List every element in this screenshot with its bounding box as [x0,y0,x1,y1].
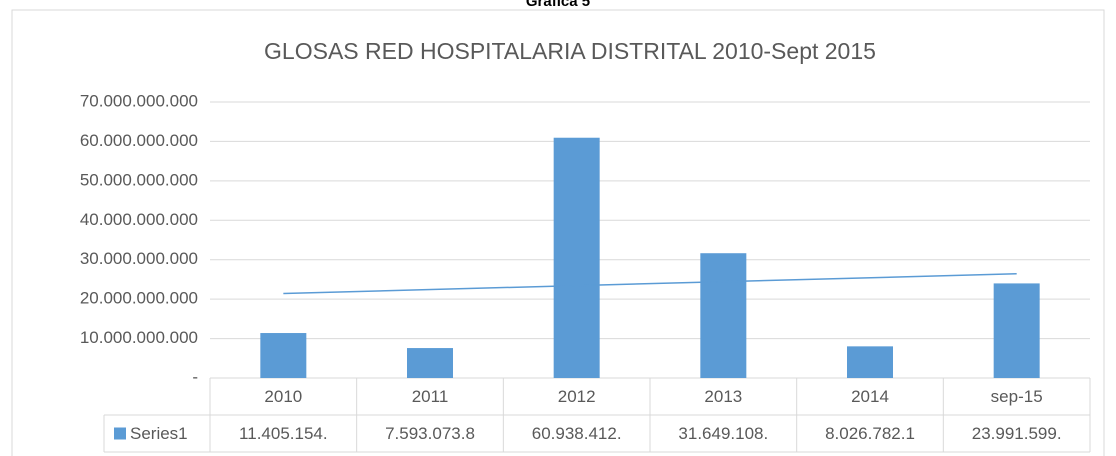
data-table-value: 31.649.108. [678,424,768,443]
legend-label: Series1 [130,424,188,443]
y-tick-label: - [192,367,198,386]
chart-title: GLOSAS RED HOSPITALARIA DISTRITAL 2010-S… [264,38,876,64]
y-tick-label: 30.000.000.000 [80,249,198,268]
x-tick-label: sep-15 [991,387,1043,406]
bar [260,333,307,378]
bar [993,283,1040,378]
data-table-value: 60.938.412. [532,424,622,443]
x-tick-label: 2013 [704,387,742,406]
x-tick-label: 2011 [412,387,449,406]
y-tick-label: 10.000.000.000 [80,328,198,347]
trendline [283,273,1017,295]
y-tick-label: 60.000.000.000 [80,131,198,150]
caption: Gráfica 5 [526,0,590,10]
bar [700,253,747,378]
y-tick-label: 70.000.000.000 [80,91,198,110]
y-tick-label: 40.000.000.000 [80,210,198,229]
x-tick-label: 2014 [851,387,889,406]
data-table-value: 11.405.154. [239,424,328,443]
x-tick-label: 2012 [558,387,596,406]
data-table-value: 23.991.599. [972,424,1062,443]
y-tick-label: 20.000.000.000 [80,289,198,308]
y-tick-label: 50.000.000.000 [80,170,198,189]
bar [407,348,453,378]
x-tick-label: 2010 [264,387,302,406]
data-table-value: 7.593.073.8 [385,424,475,443]
bar [847,346,893,378]
legend-key [114,427,126,440]
data-table-value: 8.026.782.1 [825,424,915,443]
bar [553,137,600,378]
